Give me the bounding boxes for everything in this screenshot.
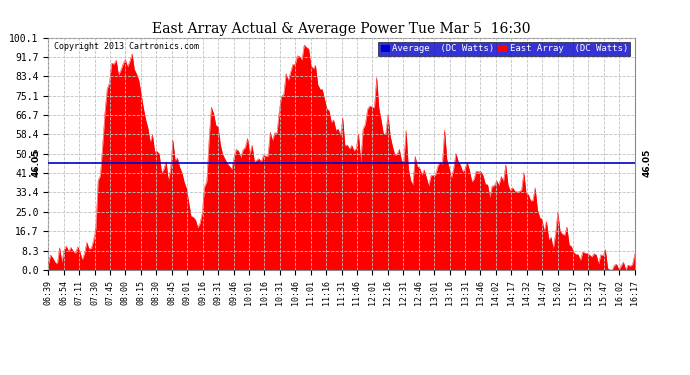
Title: East Array Actual & Average Power Tue Mar 5  16:30: East Array Actual & Average Power Tue Ma… xyxy=(152,22,531,36)
Text: 46.05: 46.05 xyxy=(32,149,41,177)
Text: 46.05: 46.05 xyxy=(642,149,651,177)
Legend: Average  (DC Watts), East Array  (DC Watts): Average (DC Watts), East Array (DC Watts… xyxy=(378,42,630,56)
Text: Copyright 2013 Cartronics.com: Copyright 2013 Cartronics.com xyxy=(55,42,199,51)
